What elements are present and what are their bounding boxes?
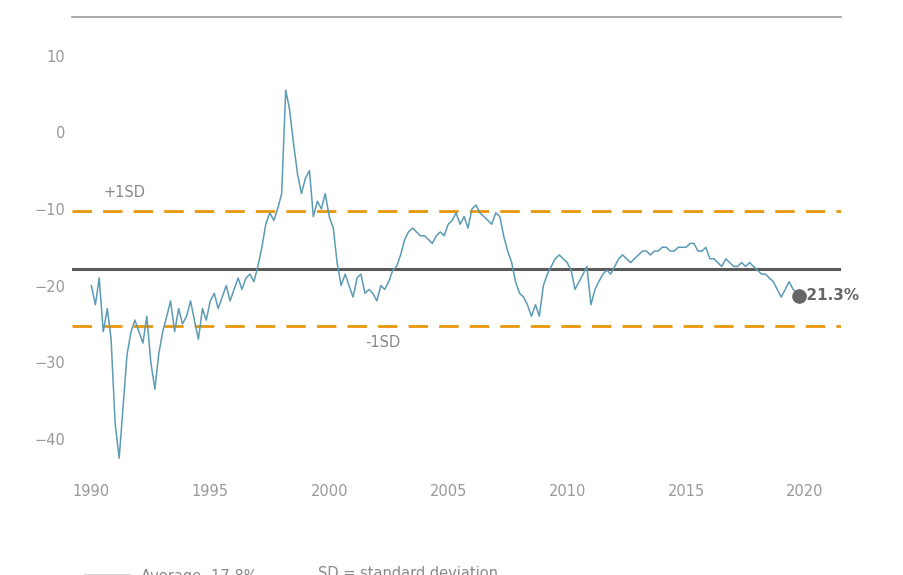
Point bbox=[791, 291, 805, 300]
Text: +1SD: +1SD bbox=[103, 185, 145, 200]
Text: -21.3%: -21.3% bbox=[799, 288, 859, 303]
Text: SD = standard deviation: SD = standard deviation bbox=[318, 566, 498, 575]
Legend: Average -17.8%: Average -17.8% bbox=[79, 563, 263, 575]
Text: -1SD: -1SD bbox=[365, 335, 400, 350]
